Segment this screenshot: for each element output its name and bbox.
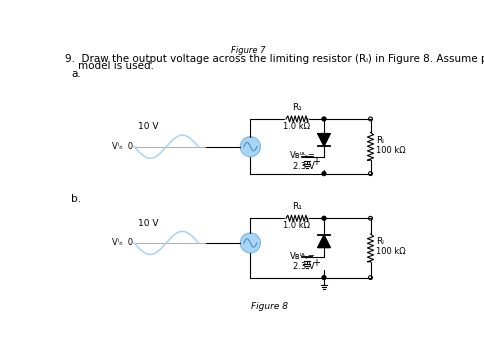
Text: Figure 7: Figure 7 <box>231 46 265 55</box>
Text: 1.0 kΩ: 1.0 kΩ <box>283 221 310 230</box>
Text: a.: a. <box>71 69 81 79</box>
Circle shape <box>322 172 326 176</box>
Circle shape <box>322 117 326 121</box>
Text: model is used.: model is used. <box>65 61 154 71</box>
Text: Vʙᴵᴬₛ=: Vʙᴵᴬₛ= <box>290 251 316 261</box>
Text: 10 V: 10 V <box>138 219 158 227</box>
Text: +: + <box>312 257 320 268</box>
Text: Rₗ: Rₗ <box>376 136 384 145</box>
Text: +: + <box>312 157 320 167</box>
Text: Vᴵₙ  0: Vᴵₙ 0 <box>112 142 134 151</box>
Circle shape <box>322 216 326 220</box>
Polygon shape <box>318 134 330 146</box>
Text: R₁: R₁ <box>292 103 302 112</box>
Circle shape <box>240 137 260 157</box>
Text: 1.0 kΩ: 1.0 kΩ <box>283 122 310 131</box>
Text: 9.  Draw the output voltage across the limiting resistor (Rₗ) in Figure 8. Assum: 9. Draw the output voltage across the li… <box>65 53 484 63</box>
Text: Figure 8: Figure 8 <box>251 302 288 311</box>
Text: b.: b. <box>71 194 81 204</box>
Text: Vᴵₙ  0: Vᴵₙ 0 <box>112 239 134 247</box>
Text: 10 V: 10 V <box>138 122 158 131</box>
Text: 100 kΩ: 100 kΩ <box>376 247 406 256</box>
Text: 100 kΩ: 100 kΩ <box>376 146 406 155</box>
Polygon shape <box>318 235 330 247</box>
Text: R₁: R₁ <box>292 202 302 211</box>
Text: 2.3 V: 2.3 V <box>293 162 315 171</box>
Circle shape <box>240 233 260 253</box>
Text: Rₗ: Rₗ <box>376 237 384 246</box>
Text: Vʙᴵᴬₛ=: Vʙᴵᴬₛ= <box>290 151 316 161</box>
Text: 2.3 V: 2.3 V <box>293 262 315 271</box>
Circle shape <box>322 276 326 279</box>
